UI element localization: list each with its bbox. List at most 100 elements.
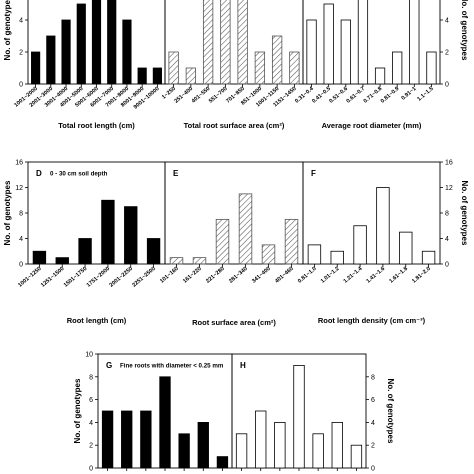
y-tick-label: 4 <box>19 18 23 25</box>
bar <box>374 67 386 85</box>
x-axis-title: Root length density (cm cm⁻³) <box>318 316 426 325</box>
x-axis-title: Root length (cm) <box>67 316 127 325</box>
y-tick-label: 6 <box>89 397 93 404</box>
bar <box>340 19 351 85</box>
x-axis-title: Total root surface area (cm²) <box>184 121 285 130</box>
y-tick-label-right: 8 <box>371 374 375 381</box>
y-tick-label: 0 <box>19 262 23 269</box>
x-axis-title: Total root length (cm) <box>58 121 135 130</box>
y-tick-label: 4 <box>19 236 23 243</box>
x-tick-label: 1001~1250 <box>17 266 42 289</box>
bar <box>122 19 132 85</box>
panel-letter: F <box>311 169 316 178</box>
x-tick-label: 1.21~1.4 <box>343 265 364 284</box>
x-tick-label: 401~460 <box>274 266 295 285</box>
y-tick-label-right: 0 <box>445 82 449 89</box>
bar <box>421 250 436 265</box>
bar <box>121 410 133 469</box>
bar <box>197 421 209 469</box>
x-tick-label: 0.91~1 <box>401 86 418 102</box>
panel-annotation: 0 - 30 cm soil depth <box>50 171 108 178</box>
y-tick-label: 2 <box>19 50 23 57</box>
x-tick-label: 1501~1750 <box>63 266 88 289</box>
y-tick-label-right: 8 <box>445 211 449 218</box>
bar <box>146 238 161 265</box>
y-tick-label: 10 <box>85 352 93 359</box>
y-tick-label-right: 4 <box>445 236 449 243</box>
bar <box>409 0 420 85</box>
x-tick-label: 1.01~1.2 <box>320 266 341 285</box>
y-tick-label-right: 0 <box>445 262 449 269</box>
bar <box>399 231 413 265</box>
bar <box>293 364 305 469</box>
y-tick-label: 0 <box>89 466 93 473</box>
panel-letter: D <box>36 169 42 178</box>
bar <box>46 35 56 85</box>
plot-frame <box>302 161 441 265</box>
bar <box>192 257 207 265</box>
x-tick-label: 1.41~1.6 <box>366 266 387 285</box>
panel-letter: G <box>106 361 112 370</box>
x-tick-label: 1.81~2.0 <box>411 266 432 285</box>
bar <box>350 444 363 469</box>
panel-h: 0 2 4 6 8 No. of genotypes H <box>231 353 395 473</box>
bar <box>284 218 299 265</box>
panel-g: 0 2 4 6 8 10 No. of genotypes G Fine roots with … <box>73 352 233 473</box>
bar <box>159 376 171 469</box>
bar <box>312 433 324 469</box>
y-tick-label-right: 0 <box>371 466 375 473</box>
y-tick-label-right: 12 <box>445 185 453 192</box>
bar <box>306 19 317 85</box>
y-axis-title: No. of genotypes <box>3 180 12 245</box>
bar <box>237 0 248 85</box>
bar <box>255 410 267 469</box>
bar <box>32 250 47 265</box>
bar <box>289 51 300 85</box>
bar <box>220 0 231 85</box>
panel-b: 1~250251~400401~550551~700701~850851~100… <box>161 0 304 130</box>
bar <box>216 456 229 469</box>
bar <box>376 187 390 265</box>
plot-frame <box>164 161 304 265</box>
bar <box>61 19 71 85</box>
bar <box>238 193 253 265</box>
y-tick-label: 8 <box>89 374 93 381</box>
x-axis-title: Root surface area (cm²) <box>192 318 276 327</box>
y-tick-label-right: 6 <box>371 397 375 404</box>
bar <box>101 410 114 469</box>
y-axis-title-right: No. of genotypes <box>460 181 469 246</box>
bar <box>78 238 92 265</box>
bar <box>55 257 69 265</box>
panel-d: 1001~12501251~15001501~17501751~20002001… <box>3 160 166 325</box>
panel-e: 101~160 161~220 221~280 281~340 341~400 401~4… <box>159 161 304 327</box>
panel-letter: H <box>240 361 246 370</box>
x-tick-label: 2251~2500 <box>131 266 156 289</box>
x-tick-label: 341~400 <box>251 266 272 285</box>
bar <box>392 51 403 85</box>
bar <box>307 244 322 265</box>
y-tick-label-right: 2 <box>445 50 449 57</box>
panel-c: 0.31~0.40.41~0.50.51~0.60.61~0.70.71~0.8… <box>294 0 469 130</box>
panel-a: 1001~20002001~30003001~40004001~50005001… <box>3 0 166 130</box>
bar <box>215 218 230 265</box>
plot-frame <box>302 0 441 85</box>
x-tick-label: 161~220 <box>182 266 203 285</box>
panels-layer: 1001~20002001~30003001~40004001~50005001… <box>3 0 469 473</box>
y-tick-label: 8 <box>19 211 23 218</box>
y-tick-label-right: 2 <box>371 443 375 450</box>
bar <box>140 410 152 469</box>
x-tick-label: 1.61~1.8 <box>388 266 409 285</box>
bar <box>152 67 162 85</box>
bar <box>330 250 344 265</box>
bar <box>331 421 343 469</box>
y-tick-label-right: 16 <box>445 160 453 167</box>
bar <box>426 51 437 85</box>
x-tick-label: 101~160 <box>159 266 180 285</box>
x-tick-label: 1.1~1.5 <box>416 86 434 103</box>
bar <box>101 199 115 265</box>
bar <box>271 35 283 85</box>
x-axis-title: Average root diameter (mm) <box>322 121 422 130</box>
panel-letter: E <box>173 169 179 178</box>
bar <box>261 244 276 265</box>
